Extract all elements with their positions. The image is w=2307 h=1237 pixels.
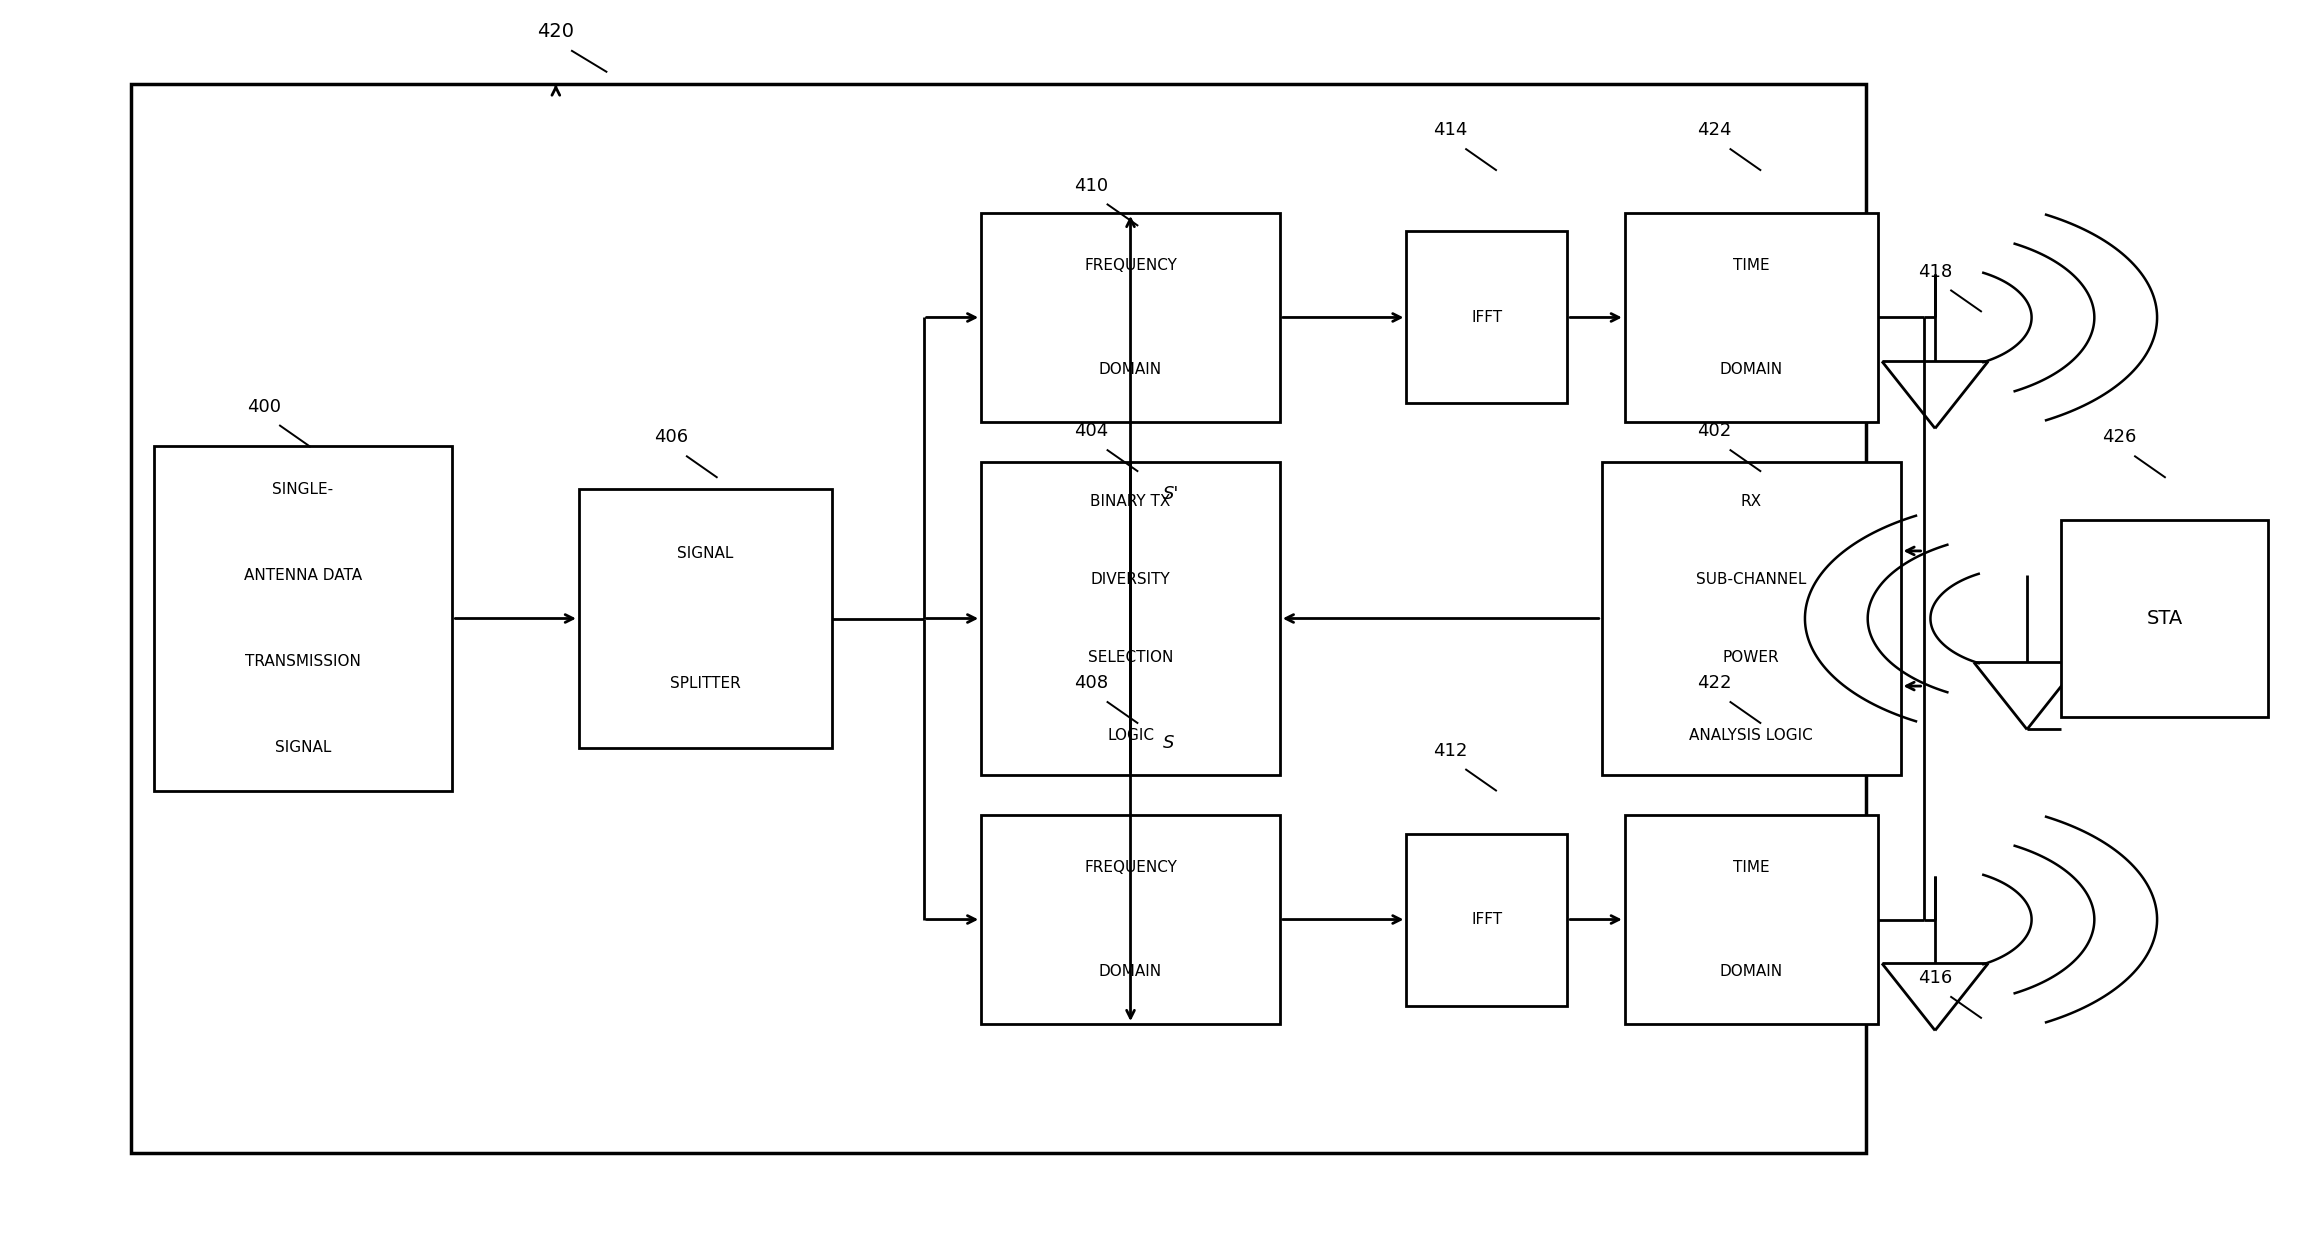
Text: LOGIC: LOGIC	[1107, 729, 1154, 743]
Text: 406: 406	[653, 428, 687, 447]
Text: 412: 412	[1433, 742, 1467, 760]
Text: S: S	[1163, 734, 1174, 752]
Bar	[1624, 213, 1878, 422]
Text: ANALYSIS LOGIC: ANALYSIS LOGIC	[1689, 729, 1813, 743]
Text: POWER: POWER	[1723, 651, 1779, 666]
Bar	[1624, 815, 1878, 1024]
Text: 414: 414	[1433, 121, 1467, 140]
Text: SINGLE-: SINGLE-	[272, 482, 335, 497]
Text: S': S'	[1163, 485, 1179, 503]
Text: RX: RX	[1739, 494, 1763, 508]
Text: 404: 404	[1075, 422, 1110, 440]
Text: DOMAIN: DOMAIN	[1719, 362, 1783, 377]
Text: SIGNAL: SIGNAL	[275, 740, 332, 755]
Text: DIVERSITY: DIVERSITY	[1091, 571, 1170, 586]
Bar	[1407, 834, 1566, 1006]
Text: 416: 416	[1917, 969, 1952, 987]
Text: DOMAIN: DOMAIN	[1719, 965, 1783, 980]
Text: 424: 424	[1698, 121, 1733, 140]
Text: FREQUENCY: FREQUENCY	[1084, 257, 1177, 272]
Bar	[131, 84, 1866, 1153]
Bar	[980, 461, 1280, 776]
Text: 426: 426	[2102, 428, 2136, 447]
Text: 410: 410	[1075, 177, 1107, 194]
Text: STA: STA	[2148, 609, 2182, 628]
Text: TRANSMISSION: TRANSMISSION	[245, 654, 360, 669]
Text: DOMAIN: DOMAIN	[1098, 965, 1163, 980]
Text: TIME: TIME	[1733, 860, 1769, 875]
Bar	[980, 213, 1280, 422]
Text: DOMAIN: DOMAIN	[1098, 362, 1163, 377]
Text: FREQUENCY: FREQUENCY	[1084, 860, 1177, 875]
Text: IFFT: IFFT	[1472, 912, 1502, 927]
Bar	[1407, 231, 1566, 403]
Text: ANTENNA DATA: ANTENNA DATA	[245, 568, 362, 583]
Bar	[579, 490, 833, 747]
Bar	[155, 447, 452, 790]
Text: BINARY TX: BINARY TX	[1091, 494, 1170, 508]
Text: 402: 402	[1698, 422, 1733, 440]
Text: SUB-CHANNEL: SUB-CHANNEL	[1696, 571, 1806, 586]
Bar	[2062, 521, 2268, 716]
Text: SELECTION: SELECTION	[1089, 651, 1174, 666]
Text: 418: 418	[1917, 262, 1952, 281]
Text: SPLITTER: SPLITTER	[669, 675, 741, 690]
Text: 408: 408	[1075, 674, 1107, 693]
Text: 420: 420	[538, 22, 574, 41]
Text: IFFT: IFFT	[1472, 310, 1502, 325]
Text: SIGNAL: SIGNAL	[676, 547, 734, 562]
Text: TIME: TIME	[1733, 257, 1769, 272]
Bar	[1601, 461, 1901, 776]
Text: 400: 400	[247, 398, 281, 416]
Bar	[980, 815, 1280, 1024]
Text: 422: 422	[1698, 674, 1733, 693]
